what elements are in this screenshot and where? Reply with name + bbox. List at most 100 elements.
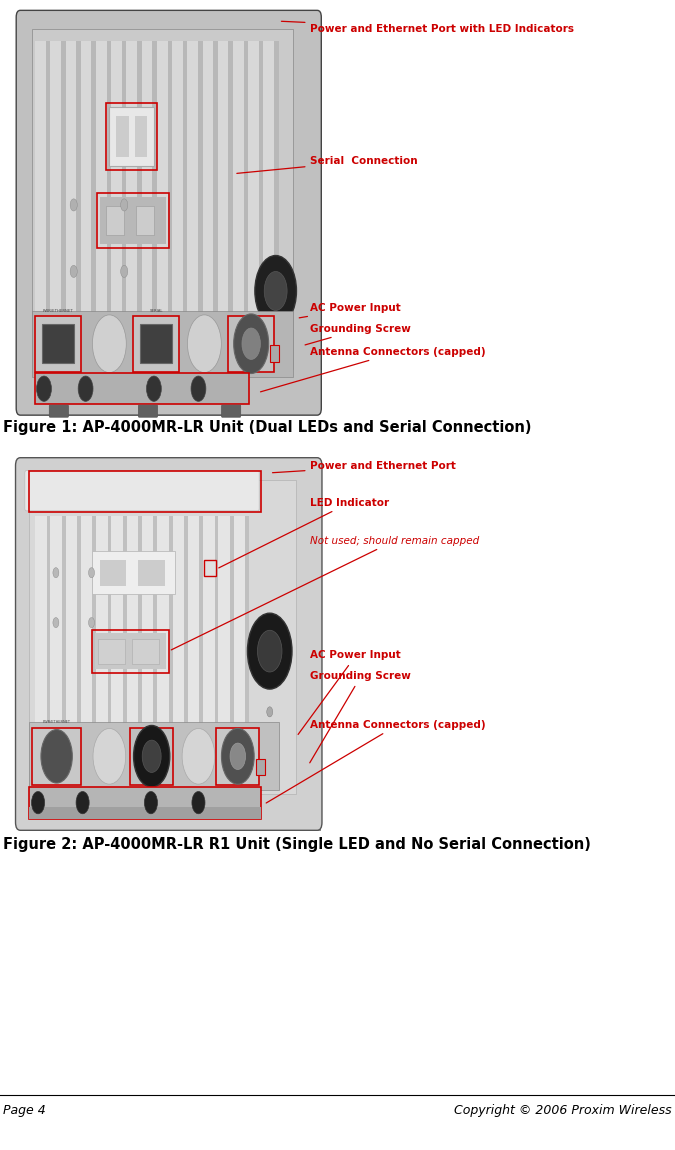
Bar	[47, 515, 51, 737]
Circle shape	[144, 791, 157, 814]
Bar	[244, 40, 248, 322]
Circle shape	[76, 791, 89, 814]
Circle shape	[267, 707, 273, 716]
Bar	[183, 40, 187, 322]
Circle shape	[32, 791, 45, 814]
Bar	[215, 515, 219, 737]
Circle shape	[88, 618, 94, 628]
Bar	[77, 515, 81, 737]
Bar	[157, 40, 167, 322]
Bar	[199, 515, 203, 737]
Text: Antenna Connectors (capped): Antenna Connectors (capped)	[261, 347, 486, 392]
Bar	[188, 515, 199, 737]
Circle shape	[264, 271, 287, 310]
Circle shape	[78, 376, 93, 401]
Circle shape	[182, 728, 215, 784]
Bar	[81, 515, 92, 737]
Bar	[76, 40, 81, 322]
Bar	[138, 560, 165, 585]
Bar	[137, 40, 142, 322]
Text: PWR/ETHERNET: PWR/ETHERNET	[43, 309, 74, 313]
Circle shape	[93, 728, 126, 784]
Text: Not used; should remain capped: Not used; should remain capped	[171, 536, 480, 650]
Bar	[153, 40, 157, 322]
Bar	[248, 40, 259, 322]
Bar	[218, 40, 228, 322]
Bar	[51, 515, 62, 737]
Text: Page 4: Page 4	[3, 1104, 46, 1117]
Bar	[97, 193, 169, 248]
Bar	[29, 722, 279, 790]
Circle shape	[92, 315, 126, 373]
Bar	[29, 807, 261, 819]
Bar	[203, 515, 215, 737]
Bar	[46, 40, 51, 322]
Bar	[91, 40, 96, 322]
Bar	[97, 515, 107, 737]
Bar	[173, 515, 184, 737]
FancyBboxPatch shape	[24, 23, 321, 414]
Circle shape	[234, 314, 269, 374]
Circle shape	[272, 342, 279, 354]
Circle shape	[142, 741, 161, 773]
Bar	[42, 324, 74, 363]
Text: SERIAL: SERIAL	[149, 309, 163, 313]
Text: AC Power Input: AC Power Input	[299, 304, 401, 317]
Bar	[138, 515, 142, 737]
FancyBboxPatch shape	[24, 475, 321, 831]
Bar	[29, 472, 261, 512]
Bar	[153, 515, 157, 737]
Bar	[109, 107, 154, 166]
Text: Grounding Screw: Grounding Screw	[310, 672, 411, 762]
Circle shape	[192, 791, 205, 814]
Bar	[263, 40, 274, 322]
Circle shape	[230, 743, 246, 769]
Bar	[116, 116, 128, 158]
Bar	[106, 207, 124, 235]
Bar	[92, 515, 97, 737]
Circle shape	[221, 728, 254, 784]
Bar	[35, 40, 46, 322]
Circle shape	[70, 199, 77, 210]
Circle shape	[257, 630, 282, 672]
Bar	[205, 560, 216, 576]
Circle shape	[70, 266, 77, 277]
Bar	[35, 373, 249, 405]
Bar	[35, 515, 47, 737]
Bar	[111, 40, 122, 322]
Bar	[61, 40, 65, 322]
Bar	[157, 515, 169, 737]
Bar	[92, 551, 175, 595]
Bar	[256, 759, 265, 775]
Bar	[35, 316, 81, 371]
Bar	[233, 40, 244, 322]
Bar	[81, 40, 91, 322]
Bar	[111, 515, 123, 737]
Bar	[140, 324, 172, 363]
Circle shape	[88, 568, 94, 577]
Bar	[269, 345, 279, 362]
FancyBboxPatch shape	[221, 405, 241, 417]
Bar	[122, 40, 126, 322]
Bar	[29, 787, 261, 819]
Bar	[167, 40, 172, 322]
Bar	[132, 638, 159, 664]
Circle shape	[41, 729, 72, 783]
Bar	[65, 515, 77, 737]
Bar	[228, 316, 274, 371]
Bar	[65, 40, 76, 322]
Bar	[187, 40, 198, 322]
Bar	[51, 40, 61, 322]
Bar	[123, 515, 127, 737]
Bar	[228, 40, 233, 322]
Bar	[213, 40, 218, 322]
Bar	[95, 634, 166, 669]
Circle shape	[53, 568, 59, 577]
Circle shape	[242, 328, 261, 360]
Text: Figure 2: AP-4000MR-LR R1 Unit (Single LED and No Serial Connection): Figure 2: AP-4000MR-LR R1 Unit (Single L…	[3, 837, 591, 852]
Bar	[142, 515, 153, 737]
Bar	[219, 515, 230, 737]
Bar	[234, 515, 245, 737]
FancyBboxPatch shape	[49, 405, 68, 417]
Bar	[198, 40, 202, 322]
